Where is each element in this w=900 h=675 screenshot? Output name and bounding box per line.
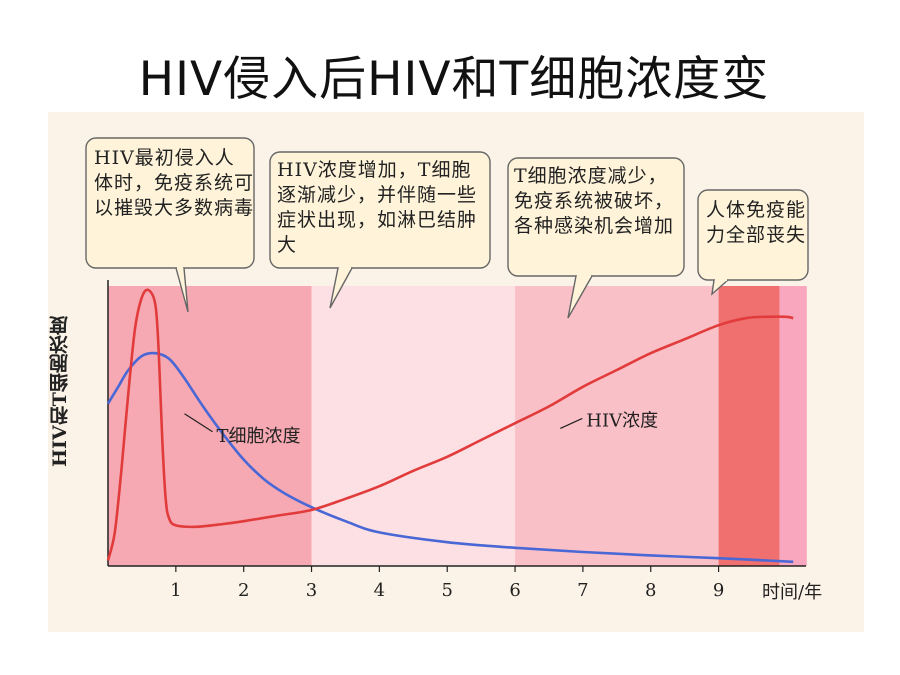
callout-tail-4: [711, 279, 729, 296]
chart-figure: 1 2 3 4 5 6 7 8 9 T细胞浓度 HIV浓度 HIV最初侵入人体时，免疫系统可以摧毁…: [48, 112, 864, 632]
x-tick-label-5: 5: [441, 580, 452, 601]
callout-shapes: [85, 137, 809, 319]
x-axis-label: 时间/年: [762, 582, 823, 603]
callout-4: 人体免疫能力全部丧失: [706, 199, 807, 246]
series-leader-2: [560, 417, 583, 429]
series-line-1: [106, 351, 794, 564]
slide-title: HIV侵入后HIV和T细胞浓度变: [70, 48, 838, 112]
callout-1: HIV最初侵入人体时，免疫系统可以摧毁大多数病毒: [94, 147, 255, 219]
phase-band-3: [515, 286, 719, 566]
phase-band-5: [779, 286, 807, 566]
x-tick-label-3: 3: [306, 580, 317, 601]
phase-band-2: [311, 286, 516, 566]
callout-bubble-2: [269, 151, 491, 269]
phase-band-1: [108, 286, 312, 566]
x-tick-label-6: 6: [509, 580, 520, 601]
series-leader-1: [184, 413, 213, 433]
y-axis-label: HIV和T细胞浓度: [49, 316, 71, 468]
x-tick-label-2: 2: [238, 580, 249, 601]
series-lines: [106, 288, 794, 564]
series-label-1: T细胞浓度: [217, 426, 301, 447]
series-line-2: [106, 288, 794, 561]
phase-band-4: [718, 286, 780, 566]
x-tick-label-4: 4: [374, 580, 385, 601]
callout-2: HIV浓度增加，T细胞逐渐减少，并伴随一些症状出现，如淋巴结肿大: [277, 159, 478, 256]
x-tick-label-8: 8: [645, 580, 656, 601]
callout-bubble-3: [507, 157, 685, 277]
callout-bubble-4: [697, 189, 809, 281]
callout-bubble-1: [85, 137, 255, 269]
series-label-2: HIV浓度: [586, 410, 658, 431]
x-ticks: 1 2 3 4 5 6 7 8 9: [170, 566, 724, 601]
x-tick-label-7: 7: [577, 580, 588, 601]
phase-bands: [108, 286, 807, 566]
callout-tail-2: [329, 267, 353, 309]
chart-svg: 1 2 3 4 5 6 7 8 9 T细胞浓度 HIV浓度: [85, 137, 809, 601]
x-tick-label-1: 1: [170, 580, 181, 601]
series-labels: T细胞浓度 HIV浓度: [184, 410, 658, 447]
callout-3: T细胞浓度减少，免疫系统被破坏，各种感染机会增加: [514, 165, 675, 237]
callout-tail-1: [175, 267, 189, 313]
x-tick-label-9: 9: [713, 580, 724, 601]
callout-tail-3: [567, 275, 593, 319]
axes: [107, 280, 806, 567]
